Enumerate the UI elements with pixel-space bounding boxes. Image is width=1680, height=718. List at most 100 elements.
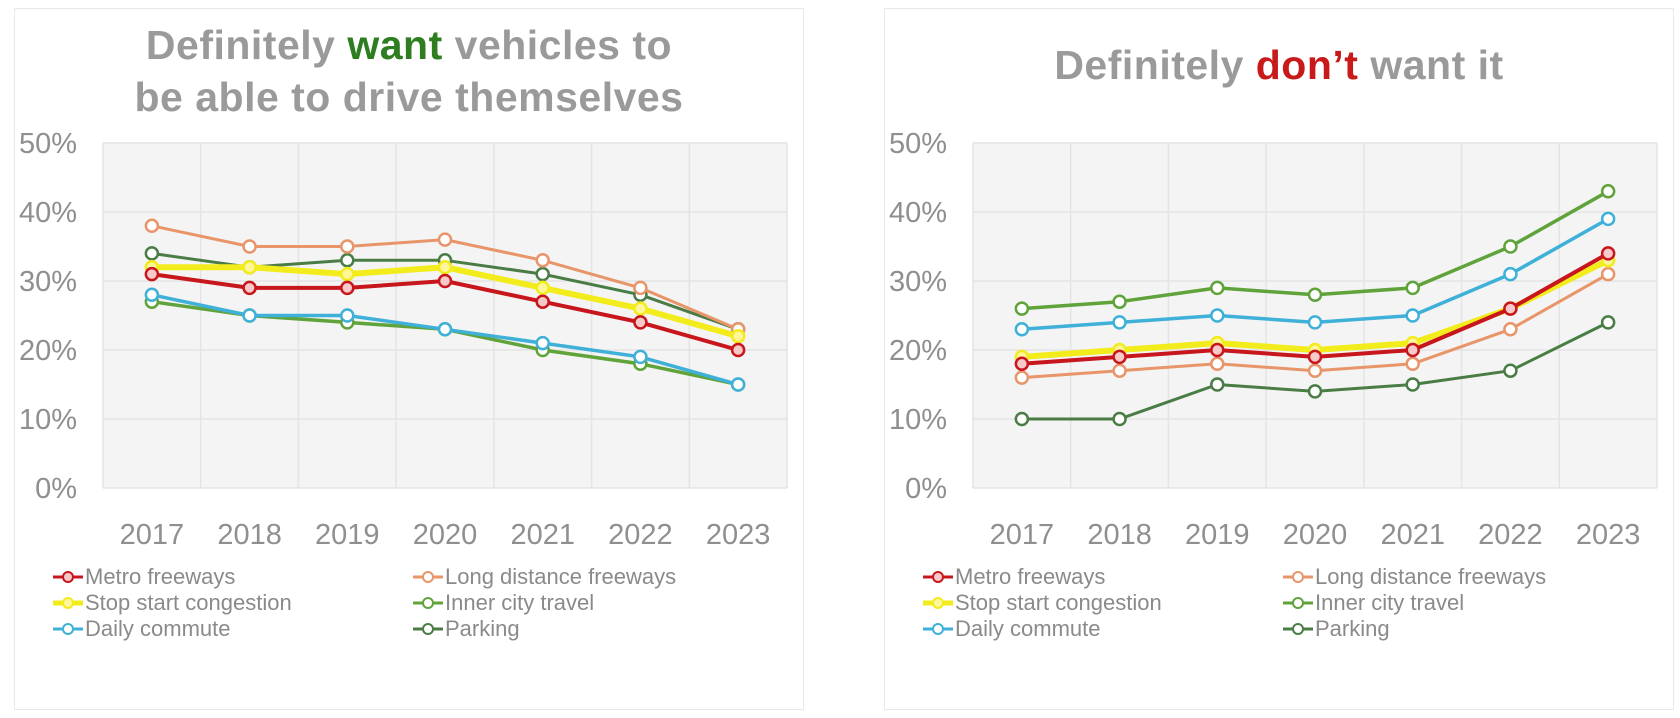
x-tick-label: 2019: [1185, 519, 1250, 551]
legend-item-metro-freeways: Metro freeways: [51, 564, 411, 590]
data-point-long-distance-freeways: [1503, 322, 1518, 337]
data-point-parking: [144, 246, 160, 261]
data-point-daily-commute: [242, 308, 257, 323]
y-tick-label: 50%: [19, 128, 77, 160]
chart-title-want: Definitely want vehicles to be able to dr…: [15, 19, 803, 123]
legend-marker-icon: [1283, 597, 1313, 609]
legend-item-inner-city-travel: Inner city travel: [411, 590, 771, 616]
data-point-parking: [1503, 363, 1518, 378]
data-point-long-distance-freeways: [242, 239, 257, 254]
data-point-parking: [1014, 411, 1030, 427]
y-tick-label: 20%: [889, 335, 947, 367]
data-point-inner-city-travel: [1503, 239, 1518, 254]
x-tick-label: 2020: [1283, 519, 1348, 551]
y-tick-label: 40%: [889, 197, 947, 229]
data-point-long-distance-freeways: [1014, 370, 1030, 385]
x-tick-label: 2022: [608, 519, 673, 551]
data-point-long-distance-freeways: [1405, 356, 1420, 372]
series-daily-commute: [1014, 211, 1616, 337]
legend-label: Metro freeways: [955, 564, 1106, 589]
legend-label: Inner city travel: [1315, 590, 1465, 615]
legend-marker-icon: [923, 623, 953, 635]
data-point-long-distance-freeways: [144, 218, 160, 234]
y-tick-label: 50%: [889, 128, 947, 160]
legend-marker-icon: [53, 571, 83, 583]
y-tick-label: 20%: [19, 335, 77, 367]
chart-title-dont-want: Definitely don’t want it: [885, 39, 1673, 91]
title-segment: vehicles to: [442, 22, 673, 68]
data-point-inner-city-travel: [1210, 280, 1225, 296]
data-point-long-distance-freeways: [437, 232, 453, 247]
data-point-parking: [535, 266, 550, 282]
data-point-stop-start-congestion: [340, 266, 355, 282]
data-point-metro-freeways: [1210, 342, 1225, 358]
y-tick-label: 0%: [905, 473, 947, 505]
legend-marker-icon: [1283, 571, 1313, 583]
data-point-daily-commute: [340, 308, 355, 323]
data-point-metro-freeways: [1405, 342, 1420, 358]
data-point-long-distance-freeways: [633, 280, 648, 296]
legend-label: Long distance freeways: [1315, 564, 1547, 589]
data-point-stop-start-congestion: [437, 259, 453, 275]
title-segment: Definitely: [1054, 42, 1256, 88]
y-tick-label: 30%: [889, 266, 947, 298]
chart-panel-want: Definitely want vehicles to be able to dr…: [14, 8, 804, 710]
legend-item-stop-start-congestion: Stop start congestion: [921, 590, 1281, 616]
data-point-inner-city-travel: [1014, 301, 1030, 316]
data-point-daily-commute: [1405, 308, 1420, 323]
legend-label: Daily commute: [955, 616, 1101, 641]
data-point-metro-freeways: [535, 294, 550, 309]
legend-label: Stop start congestion: [85, 590, 292, 615]
legend-label: Parking: [445, 616, 520, 641]
data-point-long-distance-freeways: [535, 253, 550, 268]
legend-item-daily-commute: Daily commute: [921, 616, 1281, 642]
legend-marker-icon: [53, 623, 83, 635]
legend-label: Daily commute: [85, 616, 231, 641]
series-metro-freeways: [1014, 246, 1616, 372]
data-point-metro-freeways: [1307, 349, 1323, 365]
data-point-stop-start-congestion: [242, 259, 257, 275]
data-point-inner-city-travel: [1405, 280, 1420, 296]
data-point-parking: [1307, 384, 1323, 399]
data-point-daily-commute: [1503, 266, 1518, 282]
data-point-inner-city-travel: [1600, 184, 1616, 199]
data-point-metro-freeways: [1600, 246, 1616, 261]
legend-item-daily-commute: Daily commute: [51, 616, 411, 642]
y-tick-label: 0%: [35, 473, 77, 505]
data-point-inner-city-travel: [1112, 294, 1127, 309]
legend-marker-icon: [923, 597, 953, 609]
series-daily-commute: [144, 287, 746, 392]
title-segment: want: [347, 22, 443, 68]
data-point-metro-freeways: [730, 342, 746, 358]
data-point-long-distance-freeways: [340, 239, 355, 254]
legend-item-inner-city-travel: Inner city travel: [1281, 590, 1641, 616]
data-point-daily-commute: [1600, 211, 1616, 227]
legend-marker-icon: [413, 571, 443, 583]
legend-label: Parking: [1315, 616, 1390, 641]
title-segment: want it: [1358, 42, 1504, 88]
data-point-metro-freeways: [242, 280, 257, 296]
data-point-daily-commute: [437, 322, 453, 337]
title-segment: be able to drive themselves: [134, 74, 684, 120]
legend-item-stop-start-congestion: Stop start congestion: [51, 590, 411, 616]
data-point-parking: [1210, 377, 1225, 392]
data-point-long-distance-freeways: [1600, 266, 1616, 282]
legend-label: Metro freeways: [85, 564, 236, 589]
title-segment: Definitely: [145, 22, 348, 68]
x-tick-label: 2017: [120, 519, 185, 551]
data-point-stop-start-congestion: [535, 280, 550, 296]
legend-label: Long distance freeways: [445, 564, 677, 589]
data-point-daily-commute: [633, 349, 648, 365]
title-segment: don’t: [1255, 42, 1359, 88]
x-tick-label: 2021: [1380, 519, 1445, 551]
series-stop-start-congestion: [144, 259, 746, 344]
x-tick-label: 2018: [217, 519, 282, 551]
legend-marker-icon: [53, 597, 83, 609]
series-parking: [1014, 315, 1616, 427]
data-point-metro-freeways: [1014, 356, 1030, 372]
data-point-parking: [1600, 315, 1616, 330]
x-tick-label: 2022: [1478, 519, 1543, 551]
data-point-metro-freeways: [1112, 349, 1127, 365]
series-long-distance-freeways: [144, 218, 746, 337]
line-chart-dont-want: 0% 10% 20% 30% 40% 50% 2017 2018 2019 2020 2021 202…: [889, 128, 1658, 551]
